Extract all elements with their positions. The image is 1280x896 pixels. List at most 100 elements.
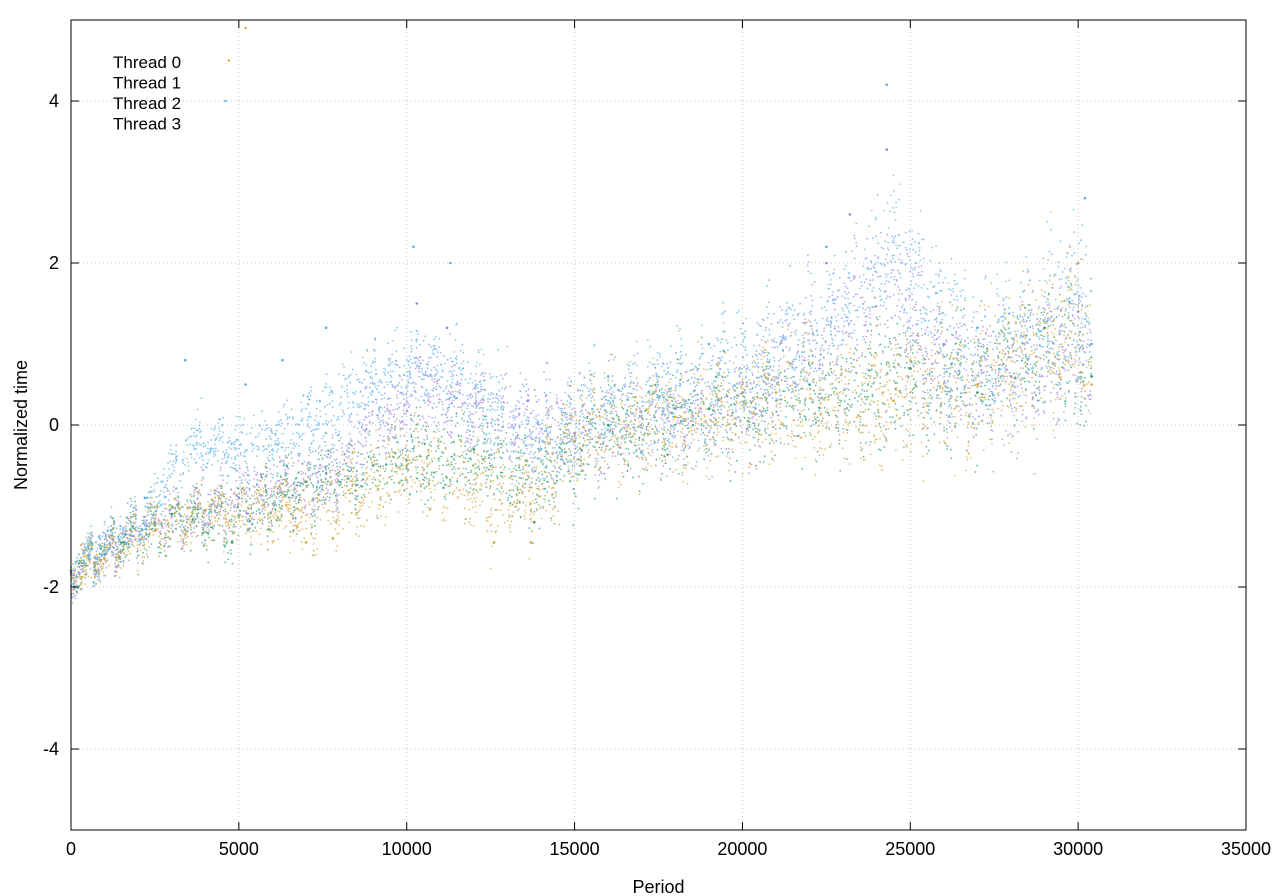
data-point	[321, 503, 324, 506]
data-point	[554, 419, 557, 421]
data-point	[908, 400, 911, 402]
data-point	[1056, 383, 1058, 386]
data-point	[327, 480, 329, 483]
data-point	[785, 427, 788, 430]
data-point	[476, 443, 478, 446]
data-point	[282, 482, 285, 485]
data-point	[137, 573, 140, 576]
data-point	[816, 450, 819, 453]
data-point	[1077, 379, 1079, 381]
data-point	[112, 546, 115, 549]
data-point	[939, 321, 942, 324]
data-point	[472, 405, 475, 408]
data-point	[678, 473, 680, 475]
data-point	[905, 347, 908, 349]
data-point	[480, 488, 482, 491]
data-point	[912, 324, 914, 327]
data-point	[879, 304, 882, 307]
data-point	[806, 378, 809, 380]
data-point	[405, 387, 408, 389]
data-point	[240, 479, 243, 482]
data-point	[1025, 341, 1028, 343]
data-point	[437, 447, 440, 450]
data-point	[473, 401, 476, 404]
data-point	[559, 428, 562, 431]
data-point	[326, 492, 328, 494]
data-point	[428, 393, 431, 396]
data-point	[560, 409, 563, 412]
data-point	[552, 497, 555, 500]
data-point	[827, 394, 830, 396]
data-point	[364, 416, 366, 418]
data-point	[256, 473, 258, 476]
data-point	[325, 487, 328, 489]
data-point	[604, 449, 607, 452]
data-point	[173, 515, 176, 517]
data-point	[600, 432, 603, 435]
data-point	[164, 507, 166, 510]
data-point	[943, 426, 945, 429]
data-point	[1043, 389, 1046, 392]
data-point	[468, 457, 470, 460]
data-point	[1088, 328, 1091, 331]
data-point	[974, 471, 977, 473]
data-point	[846, 287, 849, 289]
data-point	[592, 417, 595, 420]
data-point	[975, 403, 978, 405]
data-point	[995, 380, 997, 383]
data-point	[1021, 378, 1024, 381]
data-point	[703, 441, 706, 444]
data-point	[276, 487, 279, 490]
data-point	[615, 410, 617, 413]
data-point	[815, 460, 818, 463]
data-point	[884, 283, 887, 285]
data-point	[729, 457, 731, 460]
data-point	[828, 428, 831, 430]
data-point	[745, 404, 748, 407]
data-point	[775, 397, 778, 400]
data-point	[177, 491, 180, 494]
data-point	[1035, 348, 1038, 350]
data-point	[713, 424, 716, 427]
data-point	[607, 399, 610, 402]
data-point	[1049, 366, 1052, 369]
data-point	[224, 493, 227, 496]
data-point	[1023, 289, 1026, 292]
data-point	[592, 445, 595, 448]
data-point	[930, 367, 933, 370]
data-point	[142, 560, 145, 562]
data-point	[998, 304, 1000, 306]
data-point	[320, 478, 323, 481]
data-point	[758, 352, 761, 355]
data-point	[900, 365, 902, 368]
data-point	[854, 293, 857, 296]
data-point	[265, 501, 268, 503]
data-point	[985, 404, 987, 407]
data-point	[92, 581, 95, 584]
data-point	[894, 427, 897, 430]
data-point	[724, 310, 726, 313]
data-point	[516, 509, 519, 512]
data-point	[1088, 393, 1091, 396]
data-point	[169, 510, 171, 512]
data-point	[902, 325, 905, 327]
data-point	[993, 402, 996, 405]
data-point	[1013, 381, 1016, 384]
data-point	[643, 468, 646, 471]
data-point	[357, 451, 360, 454]
data-point	[260, 493, 262, 496]
data-point	[168, 512, 171, 515]
data-point	[669, 453, 671, 456]
data-point	[994, 400, 997, 403]
data-point	[472, 431, 475, 433]
data-point	[1020, 347, 1022, 350]
data-point	[1070, 354, 1072, 357]
data-point	[541, 507, 544, 509]
data-point	[265, 467, 267, 469]
data-point	[875, 305, 877, 308]
data-point	[435, 470, 438, 473]
data-point	[1003, 444, 1005, 447]
data-point	[390, 469, 393, 472]
data-point	[797, 344, 800, 346]
data-point	[527, 474, 529, 477]
